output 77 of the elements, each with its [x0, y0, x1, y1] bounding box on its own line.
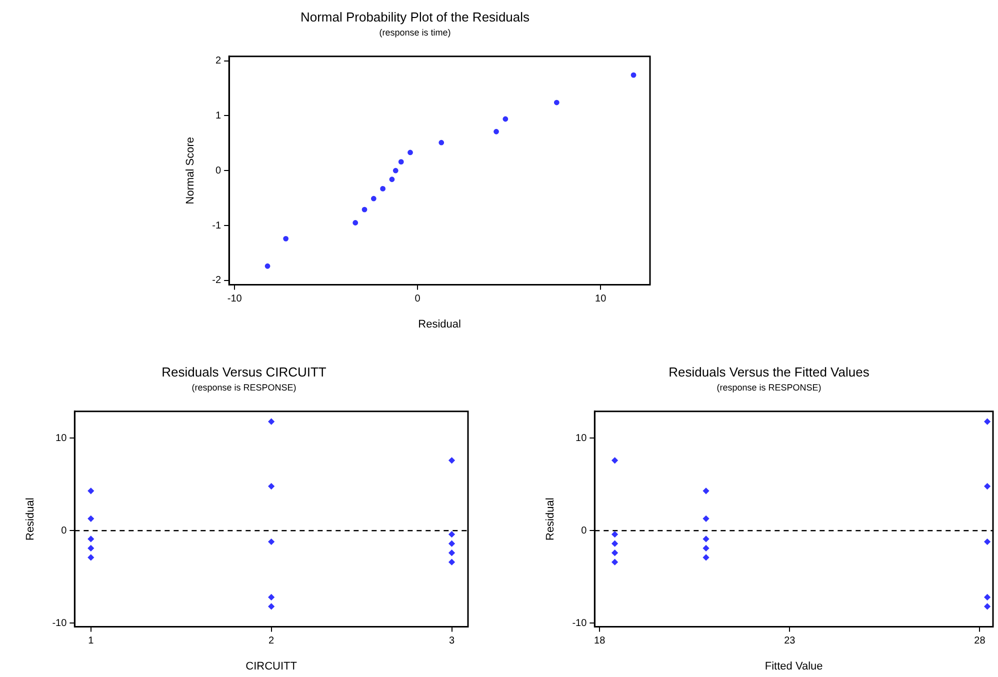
x-axis-title: Fitted Value	[764, 660, 823, 672]
point	[494, 128, 499, 134]
y-tick-label: -1	[212, 220, 222, 232]
x-tick-label: -10	[227, 294, 242, 305]
point	[612, 558, 618, 566]
point	[392, 168, 398, 174]
point	[268, 418, 274, 425]
point	[362, 206, 368, 212]
point	[408, 150, 413, 156]
y-tick-label: 10	[56, 432, 68, 444]
x-axis-title: CIRCUITT	[246, 660, 298, 672]
x-tick-label: 3	[448, 636, 455, 647]
point	[630, 72, 636, 78]
point	[268, 483, 274, 490]
point	[380, 186, 386, 192]
point	[984, 594, 990, 600]
y-tick-label: -2	[212, 275, 222, 286]
y-axis-title: Residual	[24, 498, 37, 541]
point	[702, 536, 710, 542]
point	[268, 594, 274, 600]
point	[88, 516, 94, 522]
x-tick-label: 28	[974, 636, 986, 647]
point	[352, 220, 358, 226]
chart-subtitle: (response is RESPONSE)	[716, 382, 822, 392]
point	[448, 558, 455, 566]
y-tick-label: 10	[576, 432, 588, 444]
y-tick-label: 1	[216, 110, 222, 122]
point	[88, 545, 94, 552]
point	[612, 540, 618, 547]
point	[554, 100, 560, 106]
point	[612, 550, 618, 556]
x-tick-label: 0	[414, 294, 421, 305]
x-tick-label: 2	[268, 636, 275, 647]
y-tick-label: 2	[216, 56, 222, 67]
y-tick-label: 0	[61, 525, 68, 536]
chart-subtitle: (response is time)	[379, 27, 451, 38]
y-axis-title: Residual	[544, 498, 557, 541]
y-axis-title: Normal Score	[184, 136, 197, 204]
chart-title: Normal Probability Plot of the Residuals	[300, 9, 530, 24]
point	[438, 140, 444, 146]
point	[283, 236, 289, 242]
y-tick-label: 0	[581, 525, 588, 536]
x-tick-label: 23	[784, 636, 796, 647]
point	[502, 116, 508, 122]
point	[264, 263, 270, 269]
point	[612, 457, 618, 464]
y-tick-label: -10	[572, 618, 588, 629]
point	[984, 538, 990, 545]
x-tick-label: 18	[594, 636, 606, 647]
point	[702, 554, 710, 561]
point	[448, 550, 455, 556]
y-tick-label: 0	[216, 165, 222, 176]
point	[448, 457, 455, 464]
point	[448, 540, 455, 547]
point	[268, 538, 274, 545]
point	[398, 159, 404, 165]
chart-title: Residuals Versus the Fitted Values	[668, 364, 870, 380]
point	[984, 603, 990, 610]
point	[370, 196, 376, 202]
x-tick-label: 1	[88, 636, 94, 647]
point	[88, 536, 94, 542]
point	[612, 531, 618, 538]
point	[702, 488, 710, 494]
point	[389, 176, 395, 182]
point	[984, 418, 990, 425]
chart-title: Residuals Versus CIRCUITT	[162, 364, 326, 380]
point	[268, 603, 274, 610]
point	[88, 488, 94, 494]
x-axis-title: Residual	[418, 318, 461, 330]
x-tick-label: 10	[595, 294, 607, 305]
point	[702, 516, 710, 522]
point	[88, 554, 94, 561]
y-tick-label: -10	[52, 618, 68, 629]
point	[448, 531, 455, 538]
point	[984, 483, 990, 490]
point	[702, 545, 710, 552]
chart-subtitle: (response is RESPONSE)	[192, 382, 296, 392]
